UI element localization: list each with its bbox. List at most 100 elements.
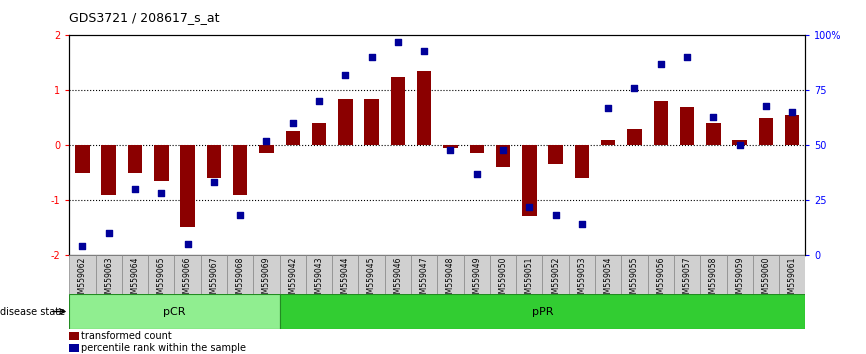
- Bar: [785, 115, 799, 145]
- Bar: [706, 123, 721, 145]
- Bar: [443, 145, 458, 148]
- FancyBboxPatch shape: [148, 255, 174, 294]
- Text: GSM559063: GSM559063: [104, 257, 113, 303]
- Bar: [654, 101, 668, 145]
- Point: [707, 114, 721, 119]
- Text: transformed count: transformed count: [81, 331, 172, 341]
- FancyBboxPatch shape: [516, 255, 542, 294]
- FancyBboxPatch shape: [437, 255, 463, 294]
- Point: [391, 39, 404, 45]
- Text: GSM559049: GSM559049: [472, 257, 481, 303]
- Bar: [365, 98, 378, 145]
- Text: GSM559042: GSM559042: [288, 257, 297, 303]
- Bar: [417, 71, 431, 145]
- Text: GSM559064: GSM559064: [131, 257, 139, 303]
- FancyBboxPatch shape: [306, 255, 333, 294]
- Bar: [154, 145, 169, 181]
- Point: [128, 186, 142, 192]
- Point: [154, 190, 168, 196]
- FancyBboxPatch shape: [701, 255, 727, 294]
- FancyBboxPatch shape: [359, 255, 385, 294]
- Text: GSM559067: GSM559067: [210, 257, 218, 303]
- FancyBboxPatch shape: [385, 255, 411, 294]
- Text: pCR: pCR: [163, 307, 185, 316]
- FancyBboxPatch shape: [280, 255, 306, 294]
- FancyBboxPatch shape: [201, 255, 227, 294]
- Point: [207, 179, 221, 185]
- Text: GSM559065: GSM559065: [157, 257, 165, 303]
- Bar: [75, 145, 90, 172]
- Point: [575, 221, 589, 227]
- FancyBboxPatch shape: [411, 255, 437, 294]
- Bar: [469, 145, 484, 153]
- Bar: [733, 139, 746, 145]
- FancyBboxPatch shape: [253, 255, 280, 294]
- Bar: [69, 294, 280, 329]
- Point: [496, 147, 510, 152]
- Bar: [496, 145, 510, 167]
- Text: GSM559062: GSM559062: [78, 257, 87, 303]
- Bar: [233, 145, 248, 195]
- Text: GSM559068: GSM559068: [236, 257, 245, 303]
- Text: GSM559060: GSM559060: [761, 257, 771, 303]
- Point: [522, 204, 536, 210]
- FancyBboxPatch shape: [542, 255, 569, 294]
- Text: GSM559052: GSM559052: [551, 257, 560, 303]
- Bar: [601, 139, 616, 145]
- Point: [339, 72, 352, 78]
- Text: percentile rank within the sample: percentile rank within the sample: [81, 343, 247, 353]
- Point: [233, 212, 247, 218]
- Text: GSM559055: GSM559055: [630, 257, 639, 303]
- Point: [75, 243, 89, 249]
- FancyBboxPatch shape: [595, 255, 622, 294]
- Text: pPR: pPR: [532, 307, 553, 316]
- Point: [733, 142, 746, 148]
- Point: [654, 61, 668, 67]
- FancyBboxPatch shape: [227, 255, 253, 294]
- Point: [601, 105, 615, 111]
- Text: GSM559048: GSM559048: [446, 257, 455, 303]
- Bar: [128, 145, 142, 172]
- FancyBboxPatch shape: [674, 255, 701, 294]
- Text: GSM559043: GSM559043: [314, 257, 324, 303]
- Text: GSM559069: GSM559069: [262, 257, 271, 303]
- Bar: [69, 332, 79, 340]
- FancyBboxPatch shape: [95, 255, 122, 294]
- Text: GSM559066: GSM559066: [183, 257, 192, 303]
- Bar: [280, 294, 805, 329]
- FancyBboxPatch shape: [463, 255, 490, 294]
- Bar: [338, 98, 352, 145]
- Bar: [391, 76, 405, 145]
- Point: [417, 48, 431, 53]
- Text: GSM559047: GSM559047: [420, 257, 429, 303]
- Bar: [207, 145, 221, 178]
- Text: GDS3721 / 208617_s_at: GDS3721 / 208617_s_at: [69, 11, 220, 24]
- FancyBboxPatch shape: [727, 255, 753, 294]
- FancyBboxPatch shape: [333, 255, 359, 294]
- Point: [628, 85, 642, 91]
- Bar: [522, 145, 537, 216]
- FancyBboxPatch shape: [648, 255, 674, 294]
- FancyBboxPatch shape: [122, 255, 148, 294]
- Point: [549, 212, 563, 218]
- Bar: [575, 145, 589, 178]
- Text: GSM559059: GSM559059: [735, 257, 744, 303]
- Text: GSM559044: GSM559044: [341, 257, 350, 303]
- Point: [443, 147, 457, 152]
- Text: GSM559051: GSM559051: [525, 257, 533, 303]
- Bar: [548, 145, 563, 164]
- Point: [286, 120, 300, 126]
- Bar: [759, 118, 773, 145]
- Point: [181, 241, 195, 247]
- FancyBboxPatch shape: [622, 255, 648, 294]
- Bar: [312, 123, 326, 145]
- Text: GSM559058: GSM559058: [709, 257, 718, 303]
- Bar: [180, 145, 195, 227]
- Point: [312, 98, 326, 104]
- Text: GSM559053: GSM559053: [578, 257, 586, 303]
- FancyBboxPatch shape: [69, 255, 95, 294]
- Point: [759, 103, 772, 108]
- Text: GSM559050: GSM559050: [499, 257, 507, 303]
- Text: GSM559061: GSM559061: [788, 257, 797, 303]
- Point: [102, 230, 116, 236]
